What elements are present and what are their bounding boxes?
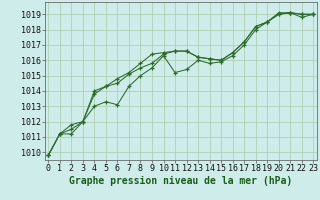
X-axis label: Graphe pression niveau de la mer (hPa): Graphe pression niveau de la mer (hPa) — [69, 176, 292, 186]
